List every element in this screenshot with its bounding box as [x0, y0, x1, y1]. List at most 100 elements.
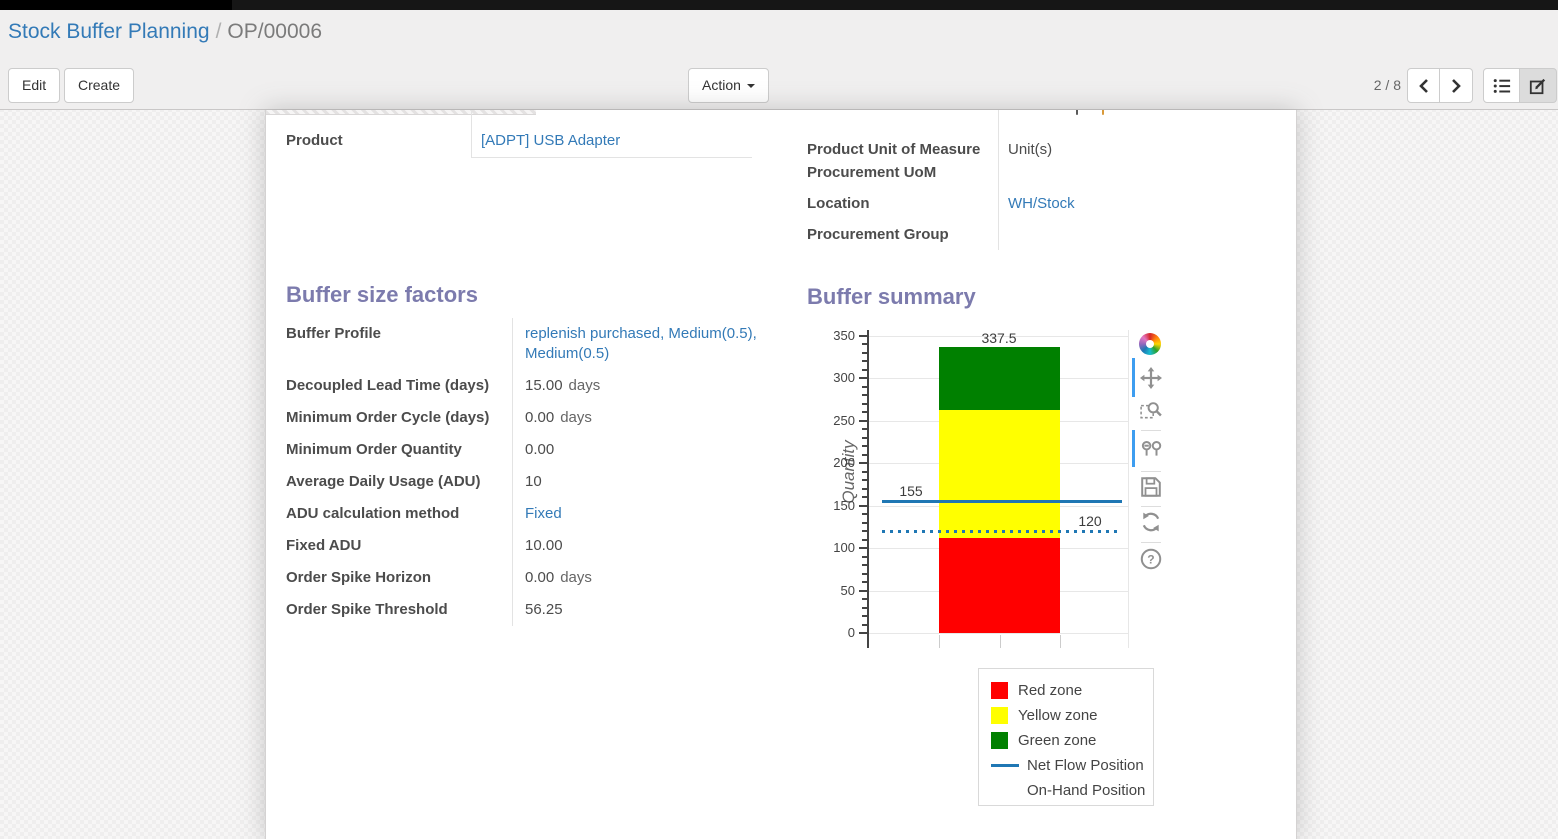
list-icon — [1493, 78, 1510, 93]
y-axis-minor-tick — [862, 615, 867, 618]
y-axis-minor-tick — [862, 470, 867, 473]
x-axis-tick — [999, 635, 1001, 648]
help-icon[interactable]: ? — [1140, 548, 1162, 570]
legend-label: On-Hand Position — [1027, 782, 1146, 799]
y-axis-minor-tick — [862, 572, 867, 575]
field-value-link[interactable]: Fixed — [525, 505, 562, 522]
net-flow-position-label: 155 — [899, 483, 923, 500]
chevron-left-icon — [1418, 78, 1428, 93]
field-value-text: 15.00 — [525, 377, 563, 394]
plotly-logo-icon[interactable] — [1139, 333, 1161, 355]
y-axis-minor-tick — [862, 521, 867, 524]
field-value: 10.00 — [512, 530, 778, 562]
y-axis-minor-tick — [862, 368, 867, 371]
zoom-box-icon[interactable] — [1140, 399, 1162, 421]
y-axis-minor-tick — [862, 411, 867, 414]
caret-down-icon — [746, 84, 755, 89]
on-hand-position-line — [882, 529, 1122, 533]
y-axis-minor-tick — [862, 606, 867, 609]
location-label: Location — [807, 195, 870, 212]
x-gridline — [1128, 330, 1129, 648]
chart-legend: Red zone Yellow zone Green zone Net Flow Po… — [978, 668, 1154, 806]
field-value: 0.00 days — [512, 402, 778, 434]
y-axis-tick-label: 50 — [840, 582, 855, 598]
field-value: 0.00 days — [512, 562, 778, 594]
plotly-modebar: ? — [1132, 330, 1166, 590]
form-sheet: Product [ADPT] USB Adapter Product Unit … — [265, 110, 1297, 839]
y-axis-minor-tick — [862, 343, 867, 346]
form-edit-icon — [1529, 78, 1546, 94]
field-value-link[interactable]: replenish purchased, Medium(0.5), Medium… — [525, 325, 757, 362]
pager-value[interactable]: 2 / 8 — [1373, 77, 1401, 93]
list-view-button[interactable] — [1483, 68, 1520, 103]
y-axis-tick-label: 300 — [833, 370, 855, 386]
breadcrumb: Stock Buffer Planning / OP/00006 — [8, 20, 322, 44]
form-view-button[interactable] — [1520, 68, 1557, 103]
modebar-active-indicator — [1132, 358, 1135, 397]
view-switcher — [1483, 68, 1557, 103]
field-value: 56.25 — [512, 594, 778, 626]
edit-button[interactable]: Edit — [8, 68, 61, 103]
field-unit-suffix: days — [560, 569, 592, 586]
field-label: Average Daily Usage (ADU) — [286, 473, 481, 490]
y-axis-major-tick — [859, 419, 867, 422]
breadcrumb-parent-link[interactable]: Stock Buffer Planning — [8, 20, 210, 43]
save-image-icon[interactable] — [1140, 476, 1162, 498]
y-axis-minor-tick — [862, 402, 867, 405]
y-gridline — [869, 633, 1128, 634]
y-axis-tick-label: 350 — [833, 328, 855, 343]
breadcrumb-current: OP/00006 — [227, 20, 322, 43]
y-axis-major-tick — [859, 547, 867, 550]
x-axis-tick — [939, 635, 940, 648]
legend-swatch-line — [991, 764, 1019, 767]
create-button[interactable]: Create — [64, 68, 135, 103]
bar-segment-red-zone — [939, 537, 1060, 633]
location-link[interactable]: WH/Stock — [1008, 195, 1075, 212]
y-axis-minor-tick — [862, 394, 867, 397]
pager-previous-button[interactable] — [1407, 68, 1440, 103]
field-value-text: 0.00 — [525, 569, 555, 586]
chevron-right-icon — [1452, 78, 1461, 93]
field-label: Minimum Order Quantity — [286, 441, 462, 458]
field-value-text: 0.00 — [525, 441, 555, 458]
y-axis-minor-tick — [862, 436, 867, 439]
y-axis-minor-tick — [862, 496, 867, 499]
field-value: Fixed — [512, 498, 778, 530]
header-group-left: Product [ADPT] USB Adapter — [286, 110, 752, 158]
modebar-divider — [1141, 430, 1161, 431]
top-nav-left-segment — [0, 0, 232, 10]
legend-label: Net Flow Position — [1027, 757, 1144, 774]
legend-item[interactable]: Red zone — [991, 678, 1153, 703]
field-value: 0.00 — [512, 434, 778, 466]
uom-value: Unit(s) — [998, 110, 1277, 158]
reset-axes-icon[interactable] — [1140, 511, 1162, 533]
legend-label: Green zone — [1018, 732, 1097, 749]
y-axis-major-tick — [859, 377, 867, 380]
legend-item[interactable]: Yellow zone — [991, 703, 1153, 728]
on-hand-position-label: 120 — [1078, 513, 1102, 530]
field-value: replenish purchased, Medium(0.5), Medium… — [512, 318, 778, 370]
field-value-text: 0.00 — [525, 409, 555, 426]
y-axis-tick-label: 0 — [847, 625, 855, 640]
y-axis-minor-tick — [862, 530, 867, 533]
legend-item[interactable]: Net Flow Position — [991, 753, 1153, 778]
pager-next-button[interactable] — [1440, 68, 1473, 103]
action-dropdown-button[interactable]: Action — [688, 68, 769, 103]
product-link[interactable]: [ADPT] USB Adapter — [481, 132, 621, 149]
y-axis-minor-tick — [862, 564, 867, 567]
legend-item[interactable]: On-Hand Position — [991, 778, 1153, 803]
procurement-uom-value — [998, 157, 1277, 188]
field-value-text: 10 — [525, 473, 542, 490]
field-unit-suffix: days — [568, 377, 601, 394]
x-axis-tick — [1060, 635, 1061, 648]
action-label: Action — [702, 77, 741, 93]
product-label: Product — [286, 132, 343, 149]
header-group-right: Product Unit of Measure Unit(s) Procurem… — [807, 110, 1277, 250]
hover-compare-icon[interactable] — [1140, 438, 1162, 460]
legend-swatch-square — [991, 732, 1008, 749]
legend-item[interactable]: Green zone — [991, 728, 1153, 753]
pan-icon[interactable] — [1140, 367, 1162, 389]
field-label: Order Spike Horizon — [286, 569, 432, 586]
y-axis-line — [867, 330, 869, 648]
modebar-divider — [1141, 506, 1161, 507]
